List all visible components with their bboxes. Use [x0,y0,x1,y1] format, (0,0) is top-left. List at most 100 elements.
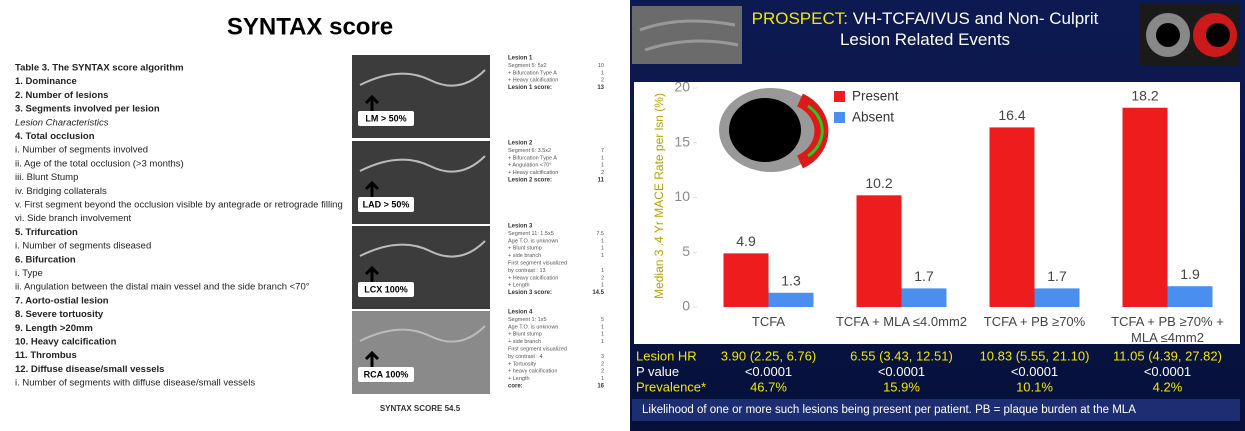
left-panel [0,0,628,431]
lesion-title: Lesion 3 [508,224,533,230]
algorithm-line: vi. Side branch involvement [15,213,132,224]
lesion-item: + Bifurcation Type A [508,70,557,76]
stat-value: 4.2% [1153,379,1183,394]
bar [856,195,902,307]
lesion-item: + side branch [508,339,541,345]
lesion-item: + Blunt stump [508,332,542,338]
legend-label: Absent [852,110,894,125]
value-label: 10.2 [865,175,892,191]
angiogram-vessel [359,325,486,343]
algorithm-line: iii. Blunt Stump [15,172,78,183]
chart-title-block: PROSPECT: VH-TCFA/IVUS and Non- Culprit … [742,8,1108,50]
lesion-item: Age T.O. is unknown [508,324,558,330]
bar [901,288,947,307]
lesion-item: + Length [508,283,530,289]
value-label: 1.7 [914,268,934,284]
lesion-item: Segment 6: 3.5x2 [508,148,551,154]
algorithm-line: 5. Trifurcation [15,227,78,238]
lesion-title: Lesion 1 [508,56,533,62]
footnote: Likelihood of one or more such lesions b… [642,404,1136,416]
x-tick-label: TCFA + MLA ≤4.0mm2 [835,314,968,329]
lesion-item-score: 2 [601,78,604,84]
lesion-item: First segment visualized [508,260,567,266]
bar [1167,286,1213,307]
lesion-item: + Tortuosity [508,361,536,367]
lesion-item: + Bifurcation Type A [508,155,557,161]
angiogram-label: LCX 100% [364,284,408,294]
ivus-lumen [1156,23,1180,47]
algorithm-line: i. Number of segments diseased [15,241,151,252]
lesion-item: + Heavy calcification [508,78,558,84]
bar [768,292,814,307]
algorithm-line: i. Type [15,268,43,279]
algorithm-line: 3. Segments involved per lesion [15,104,160,115]
lesion-item: Segment 5: 5x2 [508,63,547,69]
lesion-item-score: 1 [601,332,604,338]
lesion-item-score: 1 [601,253,604,259]
legend-label: Present [852,89,899,104]
chart-title-prefix: PROSPECT: [751,9,848,28]
stat-value: 46.7% [750,379,787,394]
lesion-item: + Heavy calcification [508,275,558,281]
stat-label: Prevalence* [636,379,706,394]
lesion-item-score: 2 [601,170,604,176]
stat-value: 10.1% [1016,379,1053,394]
stat-value: <0.0001 [745,364,792,379]
legend-swatch [834,91,845,102]
algorithm-line: 9. Length >20mm [15,323,93,334]
inset-plaque-edge [807,104,824,158]
footnote-bar [632,399,1240,421]
bar [989,127,1035,307]
stat-value: 10.83 (5.55, 21.10) [980,348,1090,363]
lesion-item-score: 1 [601,268,604,274]
legend-swatch [834,112,845,123]
lesion-item: + heavy calcification [508,369,557,375]
lesion-item: First segment visualized [508,346,567,352]
y-tick-label: 20 [674,79,690,95]
y-tick-label: 0 [682,298,690,314]
lesion-item: + Blunt stump [508,246,542,252]
value-label: 1.3 [781,272,801,288]
lesion-total-label: Lesion 2 score: [508,178,552,184]
lesion-title: Lesion 4 [508,310,533,316]
syntax-title: SYNTAX score [227,13,393,40]
algorithm-line: Table 3. The SYNTAX score algorithm [15,63,184,74]
lesion-item-score: 1 [601,376,604,382]
x-tick-label-box: TCFA [751,314,786,329]
inset-lumen [729,98,801,162]
header-image [632,6,742,64]
angiogram-label: LM > 50% [365,113,406,123]
lesion-item: Segment 1: 1x5 [508,317,547,323]
lesion-item-score: 1 [601,283,604,289]
syntax-caption: SYNTAX SCORE 54.5 [380,404,461,413]
lesion-total: 16 [597,384,604,390]
stat-label: P value [636,364,679,379]
algorithm-line: i. Number of segments with diffuse disea… [15,378,255,389]
lesion-item: + Heavy calcification [508,170,558,176]
lesion-item-score: 2 [601,361,604,367]
lesion-total-label: core: [508,384,523,390]
value-label: 4.9 [736,233,756,249]
stat-label: Lesion HR [636,348,697,363]
x-tick-label-box: TCFA + MLA ≤4.0mm2 [835,314,968,329]
x-tick-label: TCFA [751,314,786,329]
stat-value: <0.0001 [1011,364,1058,379]
stat-value: 3.90 (2.25, 6.76) [721,348,816,363]
y-tick-label: 15 [674,133,690,149]
algorithm-line: Lesion Characteristics [15,117,109,128]
angiogram-label: LAD > 50% [363,199,410,209]
angiogram-label: RCA 100% [364,369,409,379]
lesion-item-score: 2 [601,275,604,281]
lesion-total: 13 [597,85,604,91]
algorithm-line: ii. Angulation between the distal main v… [15,282,310,293]
lesion-item-score: 1 [601,163,604,169]
algorithm-line: iv. Bridging collaterals [15,186,107,197]
algorithm-line: i. Number of segments involved [15,145,148,156]
algorithm-line: 1. Dominance [15,76,77,87]
lesion-item-score: 1 [601,70,604,76]
algorithm-line: 11. Thrombus [15,350,77,361]
lesion-item: + side branch [508,253,541,259]
y-axis-label: Median 3 .4 Yr MACE Rate per lsn (%) [652,93,666,299]
lesion-total: 14.5 [592,290,604,296]
